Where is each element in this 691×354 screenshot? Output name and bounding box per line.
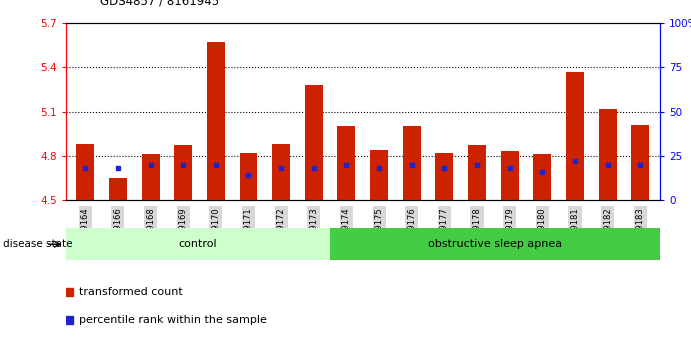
Bar: [109, 178, 127, 200]
Bar: [501, 151, 519, 200]
Bar: [207, 42, 225, 200]
Text: disease state: disease state: [3, 239, 73, 249]
Text: GDS4857 / 8161945: GDS4857 / 8161945: [100, 0, 219, 7]
Bar: [337, 126, 355, 200]
Bar: [533, 154, 551, 200]
Bar: [272, 144, 290, 200]
Bar: [598, 109, 616, 200]
Text: percentile rank within the sample: percentile rank within the sample: [79, 315, 267, 325]
Bar: [240, 153, 258, 200]
Text: transformed count: transformed count: [79, 287, 183, 297]
Bar: [305, 85, 323, 200]
Bar: [370, 150, 388, 200]
Bar: [468, 145, 486, 200]
Bar: [566, 72, 584, 200]
Text: obstructive sleep apnea: obstructive sleep apnea: [428, 239, 562, 249]
Bar: [174, 145, 192, 200]
Bar: [632, 125, 650, 200]
Bar: [435, 153, 453, 200]
Bar: [142, 154, 160, 200]
Bar: [403, 126, 421, 200]
Bar: [76, 144, 94, 200]
Text: control: control: [178, 239, 217, 249]
